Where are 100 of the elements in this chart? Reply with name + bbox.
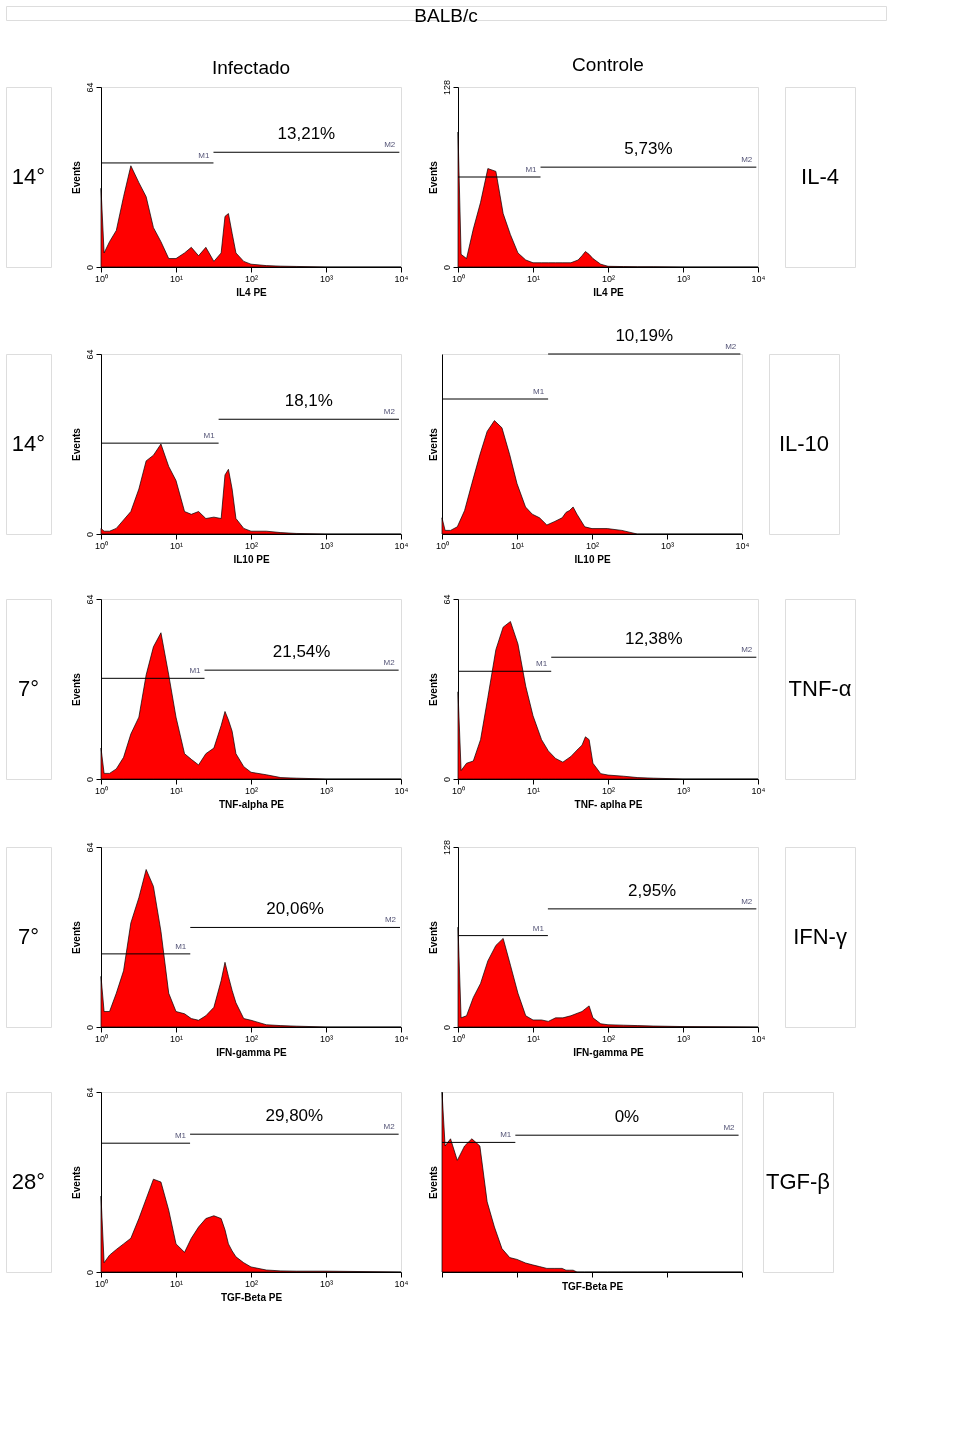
- y-tick-label: 64: [84, 1087, 95, 1098]
- y-tick-label: 0: [441, 776, 452, 783]
- y-axis-title: Events: [427, 427, 439, 461]
- annotation: 0%: [614, 1107, 640, 1127]
- series-label: M1: [203, 431, 216, 441]
- text: TNF-α: [788, 676, 852, 701]
- x-tick-label: 10³: [319, 1033, 334, 1044]
- y-tick-label: 64: [84, 349, 95, 360]
- y-tick-label: 128: [441, 79, 452, 96]
- chart-title: Controle: [572, 54, 644, 76]
- x-axis-title: TGF-Beta PE: [220, 1291, 283, 1303]
- series-label: M1: [533, 387, 545, 396]
- annotation: 20,06%: [266, 899, 324, 919]
- text: IL-10: [778, 431, 830, 456]
- annotation: 12,38%: [624, 629, 683, 649]
- text: 14°: [11, 164, 46, 189]
- text: IFN-γ: [793, 924, 847, 949]
- series-label: M2: [383, 1122, 396, 1132]
- x-tick-label: 10¹: [169, 785, 184, 796]
- text: 14°: [11, 431, 46, 456]
- x-tick-label: 10¹: [169, 1033, 184, 1044]
- x-axis-title: TGF-Beta PE: [561, 1281, 624, 1292]
- x-tick-label: 10⁰: [94, 1033, 109, 1044]
- annotation: 5,73%: [624, 139, 673, 159]
- y-tick-label: 0: [84, 1024, 95, 1031]
- x-tick-label: 10²: [601, 273, 616, 284]
- annotation: 21,54%: [272, 642, 331, 662]
- annotation: 18,1%: [284, 391, 333, 411]
- y-axis-title: Events: [427, 672, 439, 706]
- y-tick-label: 0: [441, 264, 452, 271]
- text: 7°: [17, 924, 40, 949]
- x-tick-label: 10³: [660, 540, 675, 551]
- x-axis-title: TNF- aplha PE: [574, 798, 643, 810]
- x-tick-label: 10⁰: [451, 1033, 466, 1044]
- y-tick-label: 64: [84, 842, 95, 853]
- x-tick-label: 10³: [676, 785, 691, 796]
- x-tick-label: 10³: [676, 273, 691, 284]
- y-tick-label: 64: [441, 594, 452, 605]
- series-label: M2: [725, 342, 737, 351]
- x-tick-label: 10⁴: [394, 1033, 409, 1044]
- x-axis-title: IL4 PE: [593, 286, 625, 298]
- annotation: 13,21%: [277, 124, 336, 144]
- x-tick-label: 10¹: [169, 540, 184, 551]
- chart-title: Infectado: [211, 56, 291, 78]
- series-label: M1: [189, 666, 202, 676]
- x-tick-label: 10⁰: [94, 540, 109, 551]
- y-tick-label: 0: [84, 1269, 95, 1276]
- series-label: M2: [383, 658, 396, 668]
- text: IL-4: [801, 164, 839, 189]
- series-label: M2: [384, 915, 397, 925]
- series-label: M1: [198, 150, 211, 160]
- text: 28°: [11, 1169, 46, 1194]
- x-axis-title: IFN-gamma PE: [573, 1046, 645, 1058]
- x-axis-title: IL10 PE: [574, 553, 611, 565]
- text: BALB/c: [414, 5, 478, 26]
- x-tick-label: 10²: [244, 1033, 259, 1044]
- x-axis-title: TNF-alpha PE: [218, 798, 285, 810]
- x-tick-label: 10⁴: [394, 1278, 409, 1289]
- y-tick-label: 0: [84, 531, 95, 538]
- y-axis-title: Events: [427, 160, 439, 194]
- x-tick-label: 10²: [244, 785, 259, 796]
- series-label: M1: [536, 659, 548, 669]
- x-tick-label: 10⁰: [451, 273, 466, 284]
- x-tick-label: 10²: [601, 1033, 616, 1044]
- series-label: M2: [741, 155, 753, 165]
- x-tick-label: 10³: [319, 1278, 334, 1289]
- x-tick-label: 10⁴: [394, 273, 409, 284]
- x-tick-label: 10¹: [526, 1033, 541, 1044]
- x-tick-label: 10²: [244, 273, 259, 284]
- x-tick-label: 10⁰: [451, 785, 466, 796]
- x-tick-label: 10⁴: [751, 273, 766, 284]
- x-tick-label: 10¹: [510, 540, 525, 551]
- x-tick-label: 10³: [676, 1033, 691, 1044]
- x-tick-label: 10⁰: [435, 540, 450, 551]
- x-tick-label: 10²: [585, 540, 600, 551]
- series-label: M1: [175, 941, 187, 951]
- y-tick-label: 128: [441, 839, 452, 856]
- x-tick-label: 10²: [601, 785, 616, 796]
- series-label: M2: [384, 140, 396, 150]
- x-tick-label: 10¹: [169, 273, 184, 284]
- x-axis-title: IL4 PE: [236, 286, 268, 298]
- series-label: M2: [741, 896, 753, 906]
- series-label: M2: [723, 1123, 736, 1133]
- x-tick-label: 10³: [319, 785, 334, 796]
- y-tick-label: 64: [84, 82, 95, 93]
- annotation: 2,95%: [628, 880, 677, 900]
- x-tick-label: 10⁴: [751, 1033, 766, 1044]
- series-label: M1: [532, 923, 545, 933]
- x-tick-label: 10¹: [526, 273, 541, 284]
- y-axis-title: Events: [70, 427, 82, 461]
- series-label: M1: [174, 1131, 187, 1141]
- text: TGF-β: [766, 1169, 830, 1194]
- series-label: M1: [525, 165, 538, 174]
- x-tick-label: 10³: [319, 540, 334, 551]
- x-tick-label: 10²: [244, 1278, 259, 1289]
- x-tick-label: 10⁴: [394, 785, 409, 796]
- text: 7°: [17, 676, 40, 701]
- y-axis-title: Events: [427, 920, 439, 954]
- x-tick-label: 10¹: [526, 785, 541, 796]
- x-tick-label: 10³: [319, 273, 334, 284]
